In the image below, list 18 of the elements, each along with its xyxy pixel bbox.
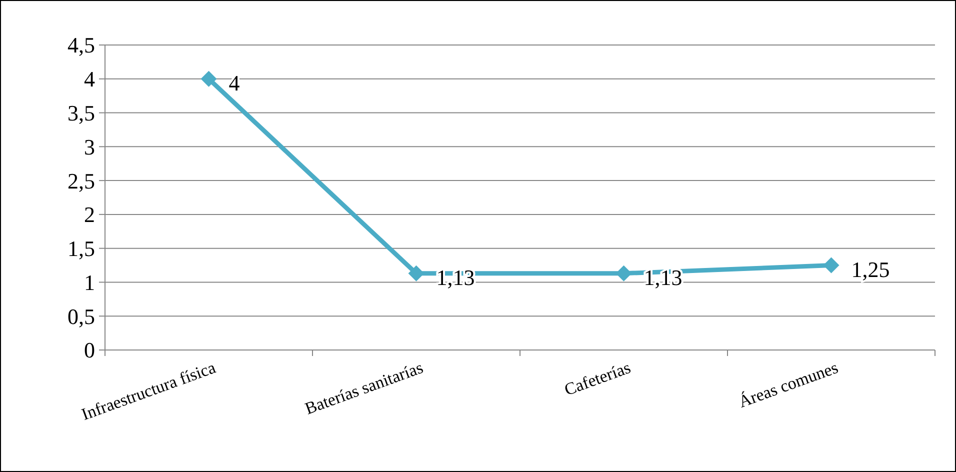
y-tick-label: 2 [84,202,95,228]
y-tick-label: 0 [84,338,95,363]
data-label: 4 [228,70,240,96]
y-tick-label: 1,5 [68,236,95,262]
y-tick-label: 1 [84,270,95,295]
y-tick-label: 4 [84,66,95,92]
y-tick-label: 4,5 [68,32,95,58]
point [616,265,632,282]
y-tick-label: 2,5 [68,168,95,194]
x-tick-label: Áreas comunes [736,358,841,412]
x-tick-label: Baterías sanitarías [302,358,426,418]
y-tick-label: 0,5 [68,304,95,329]
point [200,70,217,87]
y-tick-label: 3,5 [68,100,95,126]
point [823,257,840,274]
y-tick-label: 3 [84,134,95,160]
data-label: 1,25 [851,256,890,282]
point [408,265,424,282]
